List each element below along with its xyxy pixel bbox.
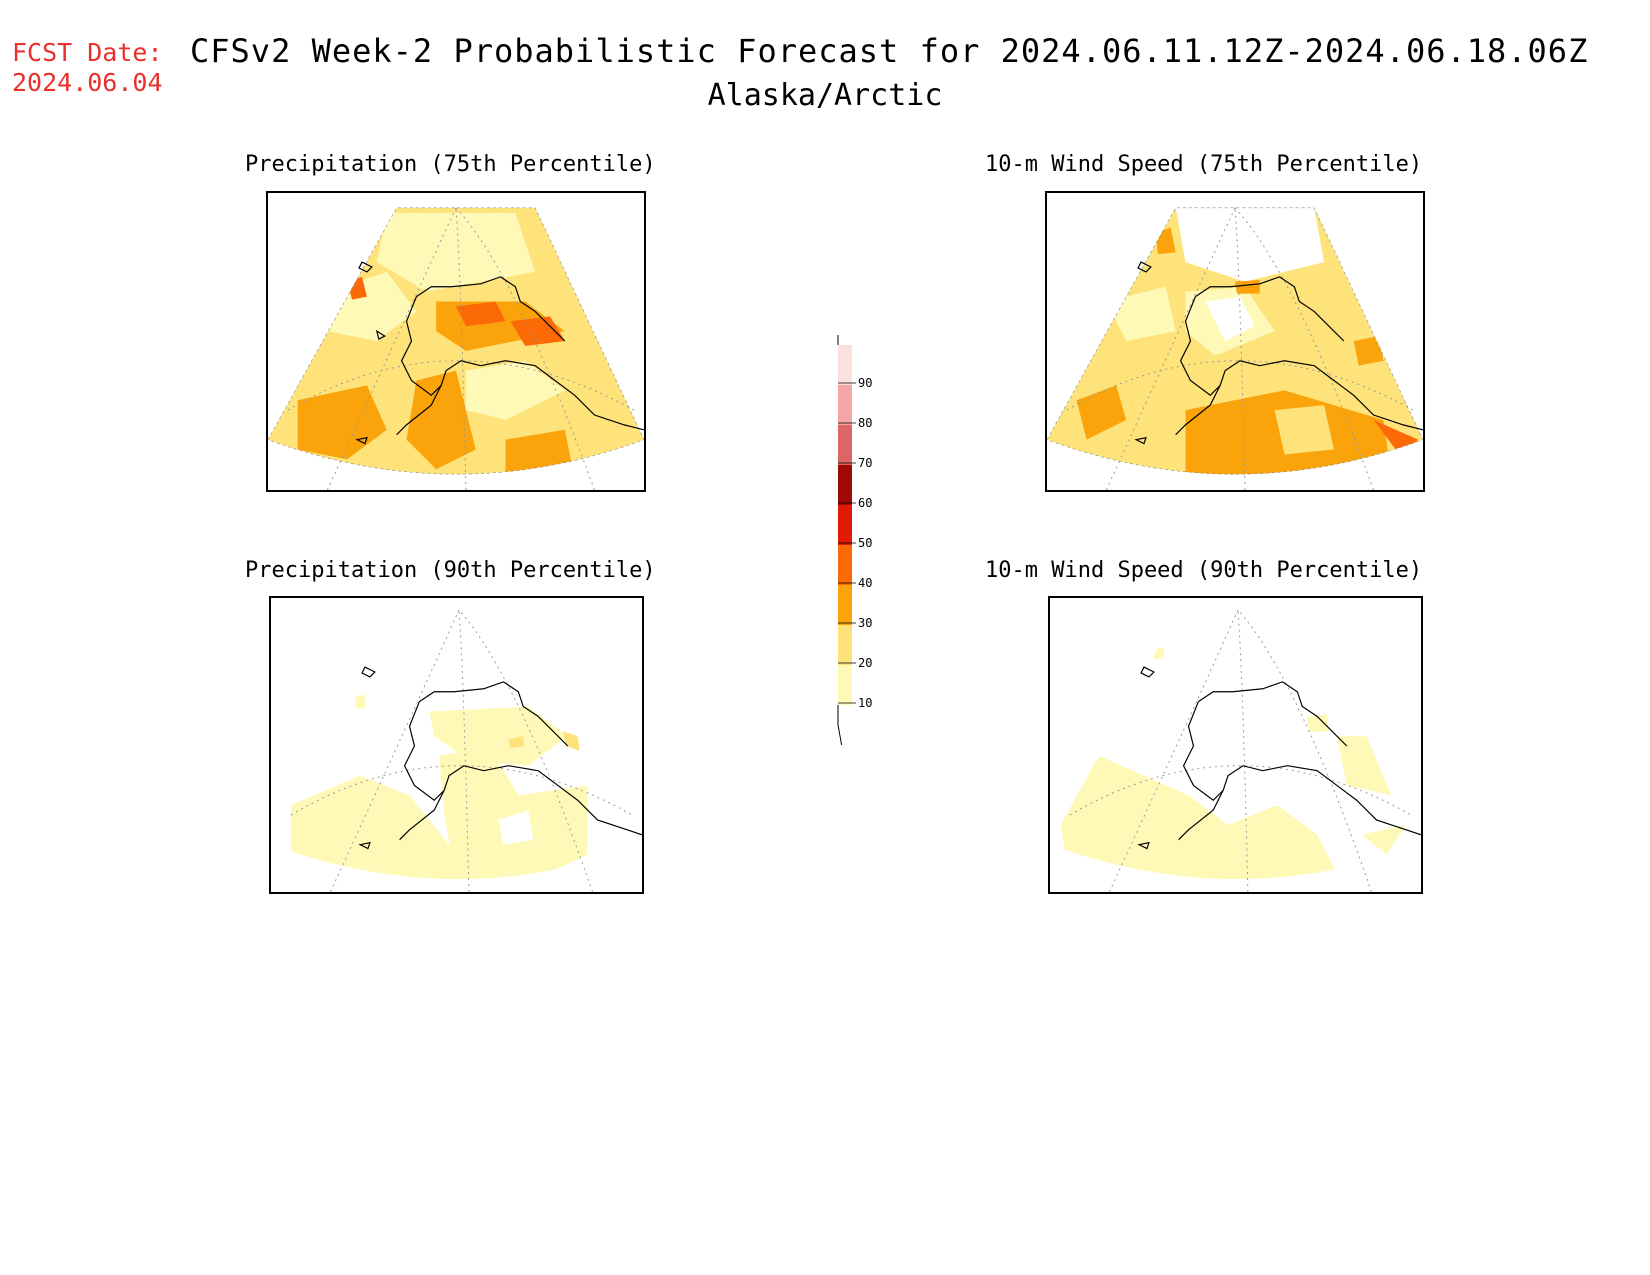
map-precip90 <box>269 596 644 894</box>
colorbar-graphic: 10 20 30 40 50 60 70 80 90 <box>837 335 872 745</box>
colorbar-label: 30 <box>858 616 872 630</box>
panel-title-precip90: Precipitation (90th Percentile) <box>245 558 656 583</box>
panel-title-precip75: Precipitation (75th Percentile) <box>245 152 656 177</box>
colorbar-top-tail <box>837 335 839 345</box>
colorbar-segment <box>838 385 852 425</box>
panel-title-wind90: 10-m Wind Speed (90th Percentile) <box>985 558 1423 583</box>
map-precip75 <box>266 191 646 492</box>
colorbar-segment <box>838 665 852 705</box>
colorbar-label: 90 <box>858 376 872 390</box>
colorbar-label: 60 <box>858 496 872 510</box>
colorbar: 10 20 30 40 50 60 70 80 90 <box>820 335 900 745</box>
colorbar-segment <box>838 505 852 545</box>
map-wind90 <box>1048 596 1423 894</box>
colorbar-label: 10 <box>858 696 872 710</box>
page-title: CFSv2 Week-2 Probabilistic Forecast for … <box>190 32 1589 70</box>
panel-title-wind75: 10-m Wind Speed (75th Percentile) <box>985 152 1423 177</box>
map-wind75 <box>1045 191 1425 492</box>
colorbar-segment <box>838 585 852 625</box>
colorbar-label: 70 <box>858 456 872 470</box>
colorbar-segment <box>838 345 852 385</box>
colorbar-label: 80 <box>858 416 872 430</box>
colorbar-segment <box>838 545 852 585</box>
region-subtitle: Alaska/Arctic <box>707 78 943 113</box>
colorbar-segment <box>838 465 852 505</box>
forecast-date-label: FCST Date: <box>12 38 163 67</box>
colorbar-label: 20 <box>858 656 872 670</box>
colorbar-label: 40 <box>858 576 872 590</box>
colorbar-segment <box>838 625 852 665</box>
forecast-date-block: FCST Date: 2024.06.04 <box>12 38 163 98</box>
colorbar-segment <box>838 425 852 465</box>
forecast-date-value: 2024.06.04 <box>12 68 163 97</box>
colorbar-bottom-tail <box>837 705 843 745</box>
colorbar-label: 50 <box>858 536 872 550</box>
